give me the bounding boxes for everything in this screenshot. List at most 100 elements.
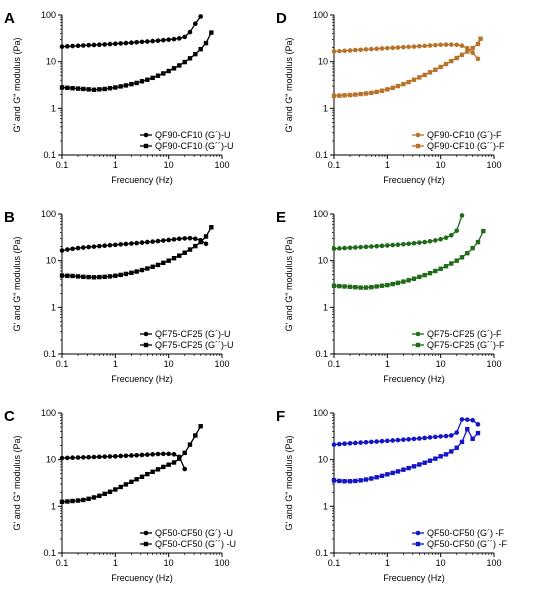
data-point <box>470 436 475 441</box>
data-point <box>459 417 465 422</box>
data-point <box>411 77 417 82</box>
data-point <box>454 55 459 61</box>
data-point <box>459 439 465 445</box>
y-tick-label: 10 <box>46 57 56 67</box>
data-point <box>139 474 145 479</box>
data-point <box>139 240 145 245</box>
data-point <box>481 228 486 234</box>
data-point <box>337 441 342 447</box>
data-point <box>91 495 97 500</box>
x-tick-label: 100 <box>486 160 501 170</box>
data-point <box>86 87 91 92</box>
data-point <box>385 472 390 477</box>
x-tick-label: 1 <box>385 558 390 568</box>
data-point <box>166 68 171 74</box>
data-point <box>422 460 427 465</box>
data-point <box>379 46 385 51</box>
data-point <box>150 469 155 474</box>
data-point <box>449 58 454 64</box>
data-point <box>385 45 390 51</box>
data-point <box>75 43 81 49</box>
data-point <box>411 44 417 49</box>
x-tick-label: 0.1 <box>56 558 69 568</box>
data-point <box>347 284 353 290</box>
data-point <box>401 437 406 442</box>
data-point <box>353 245 358 250</box>
data-point <box>358 91 363 97</box>
data-point <box>347 92 353 98</box>
data-point <box>155 38 161 43</box>
data-point <box>331 442 337 447</box>
data-point <box>395 437 401 443</box>
data-point <box>395 469 401 474</box>
data-point <box>443 42 449 47</box>
data-point <box>390 470 395 476</box>
data-point <box>166 258 171 263</box>
data-point <box>374 284 379 289</box>
data-point <box>193 433 198 438</box>
data-point <box>475 56 481 62</box>
data-point <box>107 489 113 494</box>
x-tick-label: 1 <box>385 160 390 170</box>
data-point <box>91 244 97 249</box>
data-point <box>454 228 460 233</box>
series-line <box>333 43 479 60</box>
x-axis-title: Frecuency (Hz) <box>111 374 173 384</box>
series-square-b <box>59 225 214 280</box>
y-tick-label: 0.1 <box>315 349 328 359</box>
y-tick-label: 10 <box>46 455 56 465</box>
data-point <box>438 434 443 439</box>
data-point <box>155 451 161 457</box>
data-point <box>123 83 129 88</box>
data-point <box>193 243 198 249</box>
data-point <box>427 43 433 48</box>
data-point <box>438 64 443 70</box>
legend-marker <box>143 143 149 149</box>
y-tick-label: 0.1 <box>43 548 56 558</box>
panel-letter: E <box>276 209 286 226</box>
data-point <box>102 454 107 459</box>
chart-panel-d: D 0.1 1 10 100 0.1 1 10 100 Frecuency (Hz) G' and … <box>276 10 505 185</box>
panel-letter: F <box>276 408 285 425</box>
series-line <box>61 453 186 470</box>
data-point <box>150 239 155 244</box>
x-tick-label: 1 <box>385 359 390 369</box>
legend-entry: QF75-CF25 (G´´)-F <box>427 340 505 350</box>
legend-entry: QF75-CF25 (G´´)-U <box>155 340 234 350</box>
data-point <box>59 455 65 461</box>
x-tick-label: 100 <box>214 359 229 369</box>
legend-entry: QF90-CF10 (G´´)-F <box>427 141 505 151</box>
data-point <box>86 454 91 460</box>
data-point <box>97 274 102 280</box>
data-point <box>454 258 459 263</box>
data-point <box>91 87 97 92</box>
data-point <box>123 40 129 46</box>
data-point <box>448 232 454 238</box>
data-point <box>401 279 406 284</box>
data-point <box>97 454 102 460</box>
data-point <box>369 46 374 52</box>
data-point <box>145 452 150 457</box>
data-point <box>358 285 363 290</box>
data-point <box>198 14 203 19</box>
data-point <box>374 89 379 95</box>
data-point <box>406 44 411 50</box>
data-point <box>203 234 209 239</box>
data-point <box>155 238 161 244</box>
legend-marker <box>143 132 149 138</box>
data-point <box>86 496 91 502</box>
data-point <box>129 270 134 275</box>
data-point <box>379 283 385 288</box>
data-point <box>417 274 422 280</box>
data-point <box>65 499 70 504</box>
data-point <box>145 77 150 82</box>
y-tick-label: 0.1 <box>315 150 328 160</box>
data-point <box>438 454 443 459</box>
data-point <box>187 235 193 241</box>
data-point <box>102 243 107 249</box>
x-tick-label: 0.1 <box>328 558 341 568</box>
series-circle-a <box>59 14 203 49</box>
data-point <box>395 45 401 50</box>
data-point <box>75 274 81 279</box>
legend-marker <box>143 331 149 337</box>
